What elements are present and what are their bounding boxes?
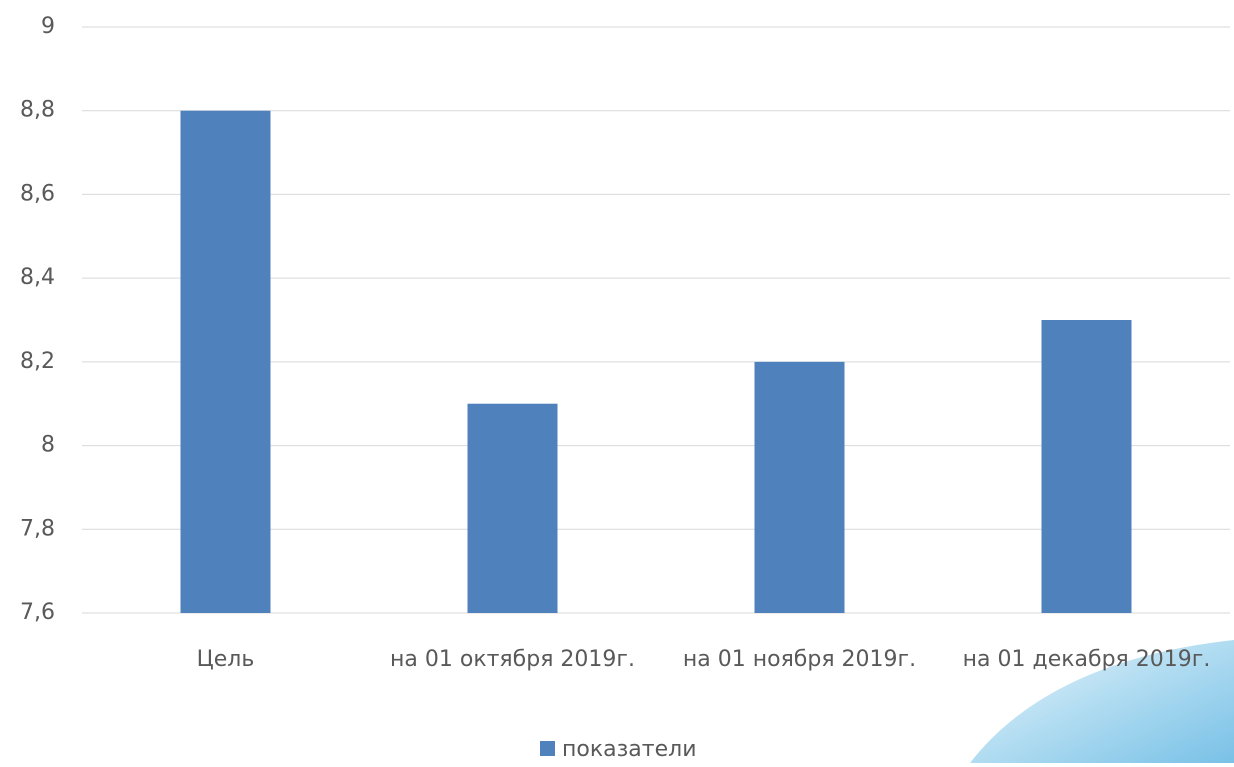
y-tick-label: 8: [41, 433, 55, 458]
bar: [180, 110, 271, 613]
y-tick-label: 7,8: [20, 516, 55, 541]
y-tick-label: 9: [41, 14, 55, 39]
bar: [754, 361, 845, 613]
bar: [467, 403, 558, 613]
decoration: [970, 640, 1234, 763]
legend-label: показатели: [562, 737, 697, 762]
y-tick-label: 8,8: [20, 98, 55, 123]
y-tick-label: 8,4: [20, 265, 55, 290]
y-tick-label: 7,6: [20, 600, 55, 625]
y-tick-label: 8,6: [20, 181, 55, 206]
bar: [1041, 320, 1132, 613]
y-tick-label: 8,2: [20, 349, 55, 374]
legend-swatch: [540, 741, 555, 756]
x-tick-label: Цель: [197, 647, 255, 672]
x-tick-label: на 01 декабря 2019г.: [963, 647, 1211, 672]
x-tick-label: на 01 октября 2019г.: [390, 647, 635, 672]
x-tick-label: на 01 ноября 2019г.: [683, 647, 916, 672]
